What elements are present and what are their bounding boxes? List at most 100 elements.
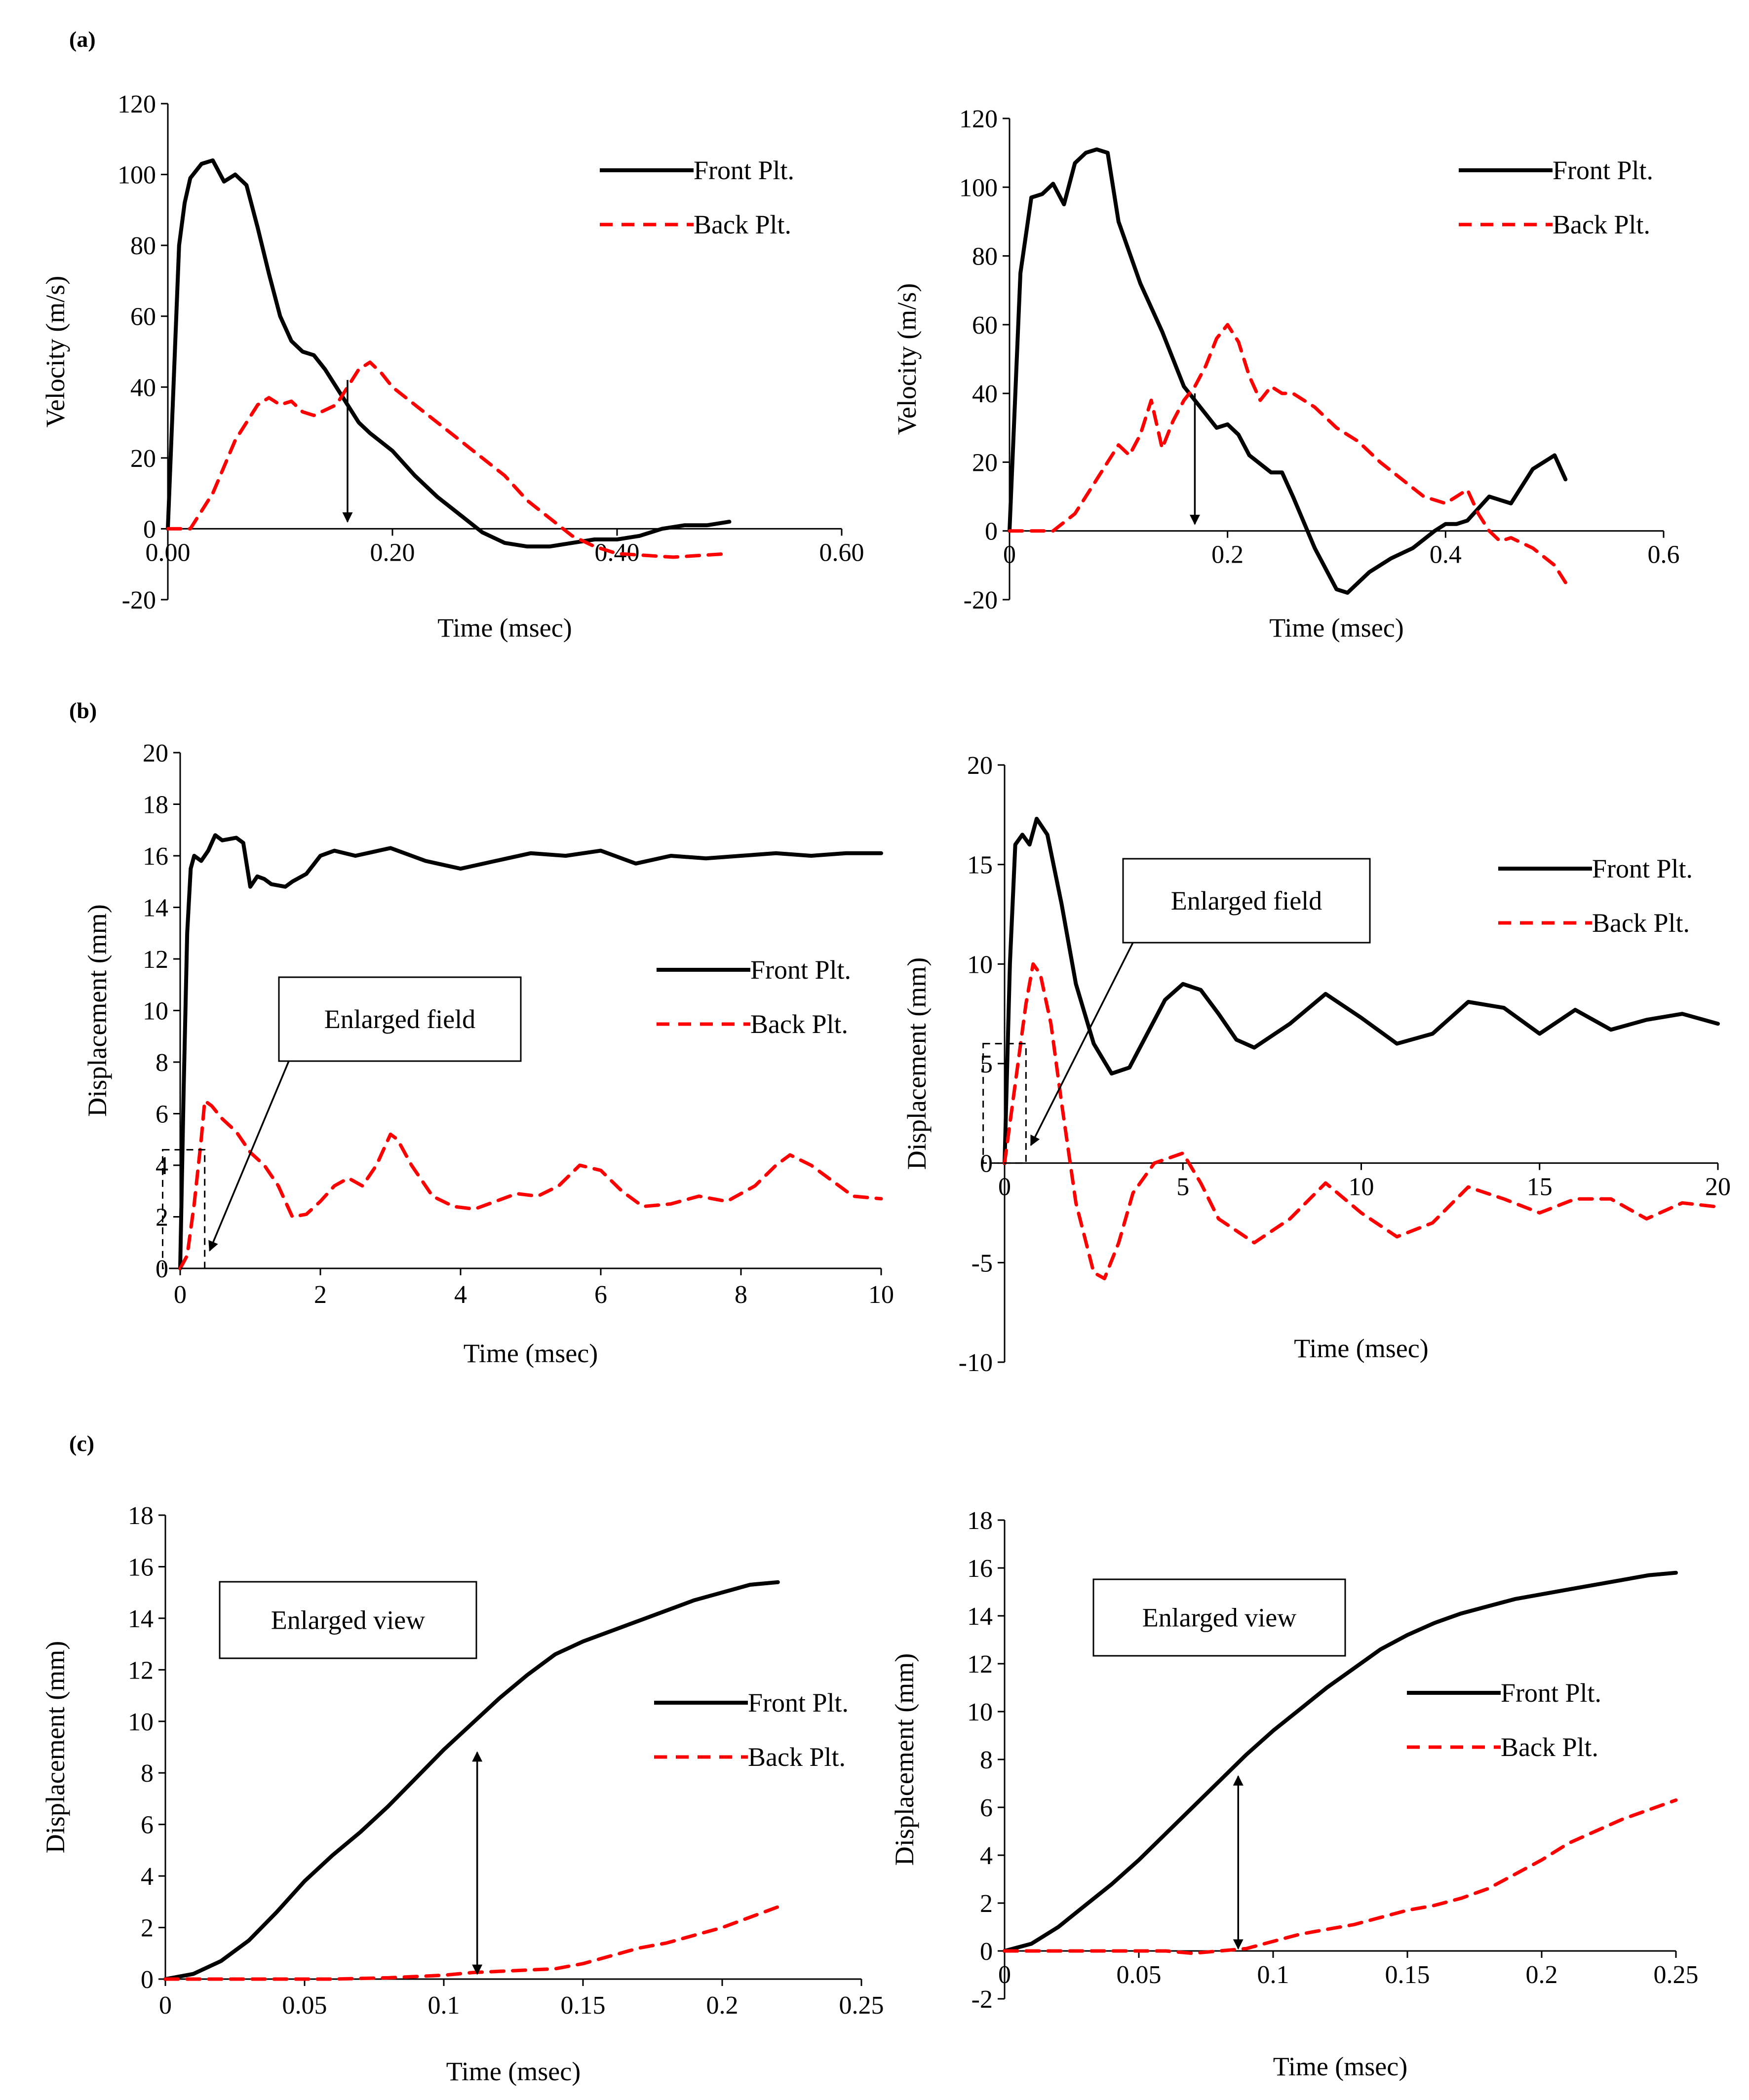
x-tick-label: 0.4: [1430, 541, 1462, 569]
x-axis-title: Time (msec): [1294, 1334, 1428, 1363]
legend-label: Front Plt.: [1553, 155, 1653, 185]
x-tick-label: 0: [998, 1173, 1011, 1201]
series-line-back-plt: [163, 1905, 780, 1981]
y-tick-label: 100: [959, 174, 998, 202]
enlarged-field-region: [162, 1149, 206, 1269]
y-tick-label: -2: [972, 1985, 993, 2014]
enlarged-field-region: [982, 1043, 1027, 1164]
y-axis-title: Velocity (m/s): [40, 276, 70, 427]
y-axis-title: Displacement (mm): [82, 904, 112, 1116]
x-tick-label: 0: [174, 1281, 187, 1309]
legend-label: Back Plt.: [750, 1009, 848, 1039]
panel-label-c: (c): [69, 1431, 94, 1456]
y-tick-label: -20: [122, 586, 156, 614]
y-tick-label: 20: [130, 445, 156, 473]
y-tick-label: 80: [972, 243, 998, 271]
x-tick-label: 0.00: [146, 538, 191, 567]
x-tick-label: 0.2: [706, 1991, 738, 2020]
y-axis-title: Displacement (mm): [890, 1653, 919, 1866]
y-tick-label: 100: [117, 161, 156, 190]
annotation-box-text: Enlarged field: [1171, 886, 1322, 916]
y-tick-label: 10: [967, 951, 993, 979]
x-tick-label: 0.40: [595, 538, 640, 567]
y-tick-label: 14: [128, 1605, 154, 1633]
x-tick-label: 6: [594, 1281, 607, 1309]
y-tick-label: 20: [143, 739, 168, 767]
legend-label: Front Plt.: [694, 155, 794, 185]
panel-label-b: (b): [69, 698, 97, 723]
y-axis-title: Displacement (mm): [902, 957, 932, 1170]
panel-label-a: (a): [69, 27, 96, 52]
y-tick-label: 6: [141, 1811, 154, 1839]
series-line-back-plt: [178, 1099, 883, 1270]
y-tick-label: 60: [130, 303, 156, 331]
x-tick-label: 20: [1705, 1173, 1731, 1201]
y-tick-label: -10: [959, 1349, 993, 1377]
x-tick-label: 0.6: [1648, 541, 1680, 569]
series-line-front-plt: [178, 833, 883, 1270]
y-tick-label: 2: [980, 1890, 993, 1918]
y-tick-label: 14: [143, 894, 168, 922]
x-tick-label: 0.1: [1257, 1961, 1289, 1989]
y-tick-label: 8: [980, 1746, 993, 1774]
x-tick-label: 8: [735, 1281, 747, 1309]
x-tick-label: 0.15: [1385, 1961, 1430, 1989]
y-tick-label: 16: [128, 1553, 154, 1581]
x-tick-label: 2: [314, 1281, 327, 1309]
y-tick-label: 18: [143, 791, 168, 819]
y-tick-label: 6: [155, 1101, 168, 1129]
y-tick-label: 16: [143, 842, 168, 871]
x-axis-title: Time (msec): [446, 2057, 581, 2086]
y-tick-label: 8: [155, 1049, 168, 1077]
x-axis-title: Time (msec): [464, 1338, 598, 1368]
y-tick-label: 80: [130, 232, 156, 260]
y-tick-label: 18: [967, 1507, 993, 1535]
y-tick-label: 16: [967, 1555, 993, 1583]
x-tick-label: 0.2: [1526, 1961, 1558, 1989]
chart-1: -20 0 20 40 60 80 100 120 0.00 0.20 0.40 0.60 Time (…: [40, 90, 864, 643]
series-line-front-plt: [1003, 816, 1720, 1165]
x-tick-label: 0.05: [1117, 1961, 1162, 1989]
x-tick-label: 4: [454, 1281, 467, 1309]
y-tick-label: 8: [141, 1759, 154, 1788]
series-line-front-plt: [163, 1580, 780, 1981]
x-tick-label: 0: [159, 1991, 172, 2020]
y-tick-label: 4: [155, 1152, 168, 1180]
annotation-box-text: Enlarged view: [1142, 1603, 1296, 1633]
x-tick-label: 0.60: [819, 538, 864, 567]
legend-label: Front Plt.: [750, 955, 851, 985]
y-tick-label: 18: [128, 1502, 154, 1530]
x-tick-label: 0.05: [282, 1991, 327, 2020]
x-tick-label: 10: [868, 1281, 894, 1309]
x-tick-label: 0.15: [561, 1991, 606, 2020]
y-tick-label: 40: [130, 374, 156, 402]
y-tick-label: 120: [959, 105, 998, 133]
series-line-back-plt: [166, 360, 731, 559]
y-tick-label: 10: [128, 1708, 154, 1736]
series-line-back-plt: [1003, 962, 1720, 1281]
annotation-box: [1122, 858, 1371, 944]
y-tick-label: 4: [141, 1863, 154, 1891]
x-tick-label: 0.20: [370, 538, 415, 567]
y-tick-label: 10: [143, 997, 168, 1026]
y-axis-title: Displacement (mm): [40, 1641, 70, 1853]
annotation-box: [1092, 1578, 1346, 1657]
y-tick-label: 60: [972, 311, 998, 340]
y-tick-label: 40: [972, 380, 998, 408]
y-tick-label: -20: [964, 586, 998, 614]
y-tick-label: 20: [967, 752, 993, 780]
y-tick-label: 0: [143, 515, 156, 543]
y-tick-label: 120: [117, 90, 156, 118]
y-tick-label: 14: [967, 1603, 993, 1631]
y-tick-label: 0: [141, 1966, 154, 1994]
y-tick-label: 5: [980, 1050, 993, 1078]
annotation-arrow: [1030, 942, 1134, 1146]
x-axis-title: Time (msec): [1273, 2052, 1407, 2081]
x-tick-label: 0.25: [1654, 1961, 1699, 1989]
y-tick-label: 0: [985, 518, 998, 546]
series-line-front-plt: [1003, 1570, 1678, 1953]
